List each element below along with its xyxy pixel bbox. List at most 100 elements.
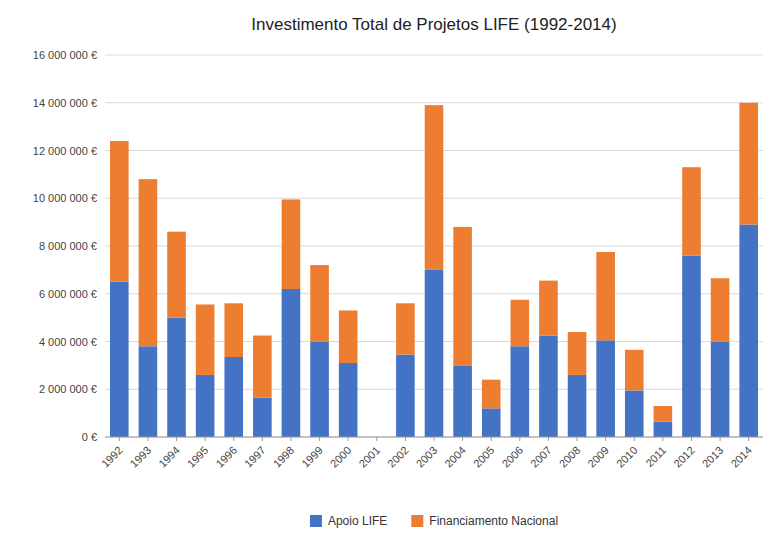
- bar: [568, 332, 587, 375]
- y-tick-label: 16 000 000 €: [33, 49, 97, 61]
- legend-swatch: [411, 515, 423, 527]
- bar: [339, 363, 358, 437]
- bar: [196, 375, 215, 437]
- bar: [739, 225, 758, 437]
- x-tick-label: 2009: [585, 444, 611, 470]
- bar: [396, 303, 415, 354]
- x-tick-label: 2007: [528, 444, 554, 470]
- legend-label: Financiamento Nacional: [429, 514, 558, 528]
- bar: [139, 346, 158, 437]
- grid-line: [105, 102, 763, 103]
- bar: [625, 390, 644, 437]
- bar: [482, 408, 501, 437]
- chart: Investimento Total de Projetos LIFE (199…: [0, 0, 783, 542]
- x-tick-label: 1993: [128, 444, 154, 470]
- grid-line: [105, 55, 763, 56]
- bar: [224, 357, 243, 437]
- x-tick-label: 1998: [271, 444, 297, 470]
- x-tick: [519, 437, 520, 441]
- bar: [310, 342, 329, 438]
- x-tick: [176, 437, 177, 441]
- bar: [539, 281, 558, 336]
- bar: [310, 265, 329, 341]
- x-tick: [348, 437, 349, 441]
- y-tick-label: 4 000 000 €: [39, 336, 97, 348]
- x-tick-label: 2006: [499, 444, 525, 470]
- y-tick-label: 12 000 000 €: [33, 145, 97, 157]
- bar: [339, 310, 358, 363]
- x-tick: [462, 437, 463, 441]
- bar: [453, 365, 472, 437]
- y-tick-label: 0 €: [82, 431, 97, 443]
- bar: [625, 350, 644, 391]
- x-tick-label: 2001: [356, 444, 382, 470]
- bar: [396, 355, 415, 437]
- x-tick-label: 1999: [299, 444, 325, 470]
- x-tick-label: 2003: [414, 444, 440, 470]
- bar: [110, 141, 129, 282]
- x-tick: [577, 437, 578, 441]
- bar: [711, 278, 730, 341]
- x-tick: [233, 437, 234, 441]
- x-tick: [748, 437, 749, 441]
- x-tick-label: 2005: [471, 444, 497, 470]
- bar: [253, 336, 272, 398]
- x-tick-label: 1994: [156, 444, 182, 470]
- x-tick: [548, 437, 549, 441]
- x-tick-label: 2008: [557, 444, 583, 470]
- y-tick-label: 14 000 000 €: [33, 97, 97, 109]
- y-tick-label: 6 000 000 €: [39, 288, 97, 300]
- x-tick: [147, 437, 148, 441]
- x-tick: [720, 437, 721, 441]
- x-tick-label: 1997: [242, 444, 268, 470]
- bar: [139, 179, 158, 346]
- bar: [253, 398, 272, 437]
- bar: [110, 282, 129, 437]
- x-tick: [691, 437, 692, 441]
- x-tick-label: 2011: [643, 444, 668, 469]
- x-tick-label: 2010: [614, 444, 640, 470]
- x-tick: [262, 437, 263, 441]
- x-tick-label: 2000: [328, 444, 354, 470]
- x-tick-label: 2013: [700, 444, 726, 470]
- x-tick-label: 1996: [213, 444, 239, 470]
- legend-label: Apoio LIFE: [328, 514, 387, 528]
- x-tick: [434, 437, 435, 441]
- legend-item: Financiamento Nacional: [411, 514, 558, 528]
- x-tick: [634, 437, 635, 441]
- x-tick: [119, 437, 120, 441]
- bar: [196, 304, 215, 374]
- x-tick-label: 2004: [442, 444, 468, 470]
- bar: [453, 227, 472, 365]
- bar: [425, 270, 444, 437]
- x-tick: [605, 437, 606, 441]
- x-tick: [405, 437, 406, 441]
- legend: Apoio LIFE Financiamento Nacional: [310, 514, 558, 528]
- y-tick-label: 10 000 000 €: [33, 192, 97, 204]
- title: Investimento Total de Projetos LIFE (199…: [251, 15, 616, 34]
- x-tick-label: 1992: [99, 444, 125, 470]
- bar: [482, 380, 501, 409]
- legend-item: Apoio LIFE: [310, 514, 387, 528]
- bar: [739, 103, 758, 225]
- y-tick-label: 8 000 000 €: [39, 240, 97, 252]
- x-tick-label: 2014: [728, 444, 754, 470]
- x-tick-label: 1995: [185, 444, 211, 470]
- bar: [425, 105, 444, 270]
- bars: [110, 103, 758, 437]
- x-tick-label: 2012: [671, 444, 697, 470]
- legend-swatch: [310, 515, 322, 527]
- bar: [568, 375, 587, 437]
- x-tick: [662, 437, 663, 441]
- x-tick-label: 2002: [385, 444, 411, 470]
- x-tick: [491, 437, 492, 441]
- bar: [282, 199, 301, 289]
- bar: [282, 289, 301, 437]
- y-tick-label: 2 000 000 €: [39, 383, 97, 395]
- bar: [596, 252, 615, 340]
- bar: [654, 421, 673, 437]
- bar: [654, 406, 673, 422]
- x-axis: 1992199319941995199619971998199920002001…: [99, 437, 763, 470]
- bar: [167, 318, 186, 437]
- bar: [511, 300, 530, 347]
